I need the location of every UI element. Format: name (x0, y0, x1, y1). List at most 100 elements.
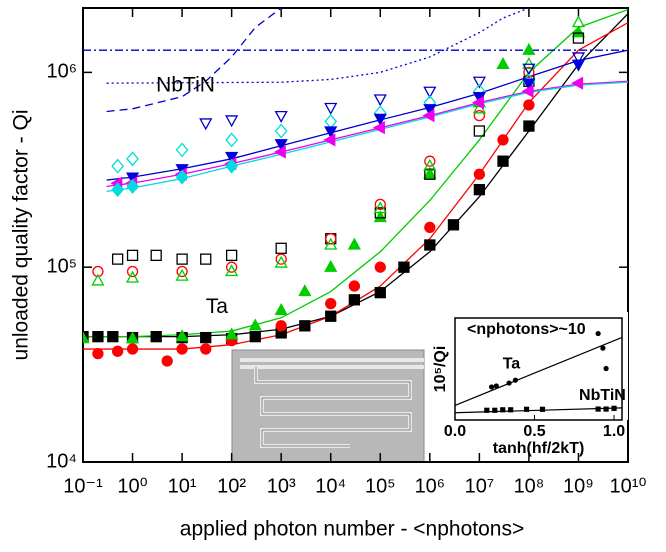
data-point (484, 407, 490, 413)
data-point (488, 384, 495, 390)
fit-line (106, 49, 628, 181)
data-point (225, 151, 239, 164)
data-point (274, 303, 288, 316)
data-point (497, 155, 509, 167)
data-point (398, 261, 410, 273)
data-point (473, 125, 486, 137)
inset-frame (454, 317, 623, 421)
data-point (92, 347, 104, 360)
data-point (225, 327, 239, 340)
fit-line (106, 80, 628, 187)
data-point (225, 115, 239, 128)
data-point (522, 42, 536, 55)
data-point (424, 221, 436, 234)
data-point (325, 297, 337, 310)
data-point (125, 270, 140, 283)
inset-annotation: Ta (503, 355, 521, 372)
x-tick-label: 10⁰ (117, 475, 147, 497)
data-point (324, 259, 338, 272)
data-point (374, 287, 386, 299)
data-point (611, 405, 617, 411)
inset-fit-line (454, 407, 623, 414)
data-point (111, 158, 124, 174)
x-tick-label: 10⁻¹ (63, 475, 103, 497)
data-point (595, 330, 601, 337)
data-point (373, 201, 387, 214)
data-point (225, 249, 238, 262)
fit-line (83, 8, 628, 338)
data-point (506, 380, 512, 386)
data-point (323, 133, 336, 147)
data-point (447, 219, 460, 231)
x-tick-label: 10⁸ (514, 475, 545, 497)
data-point (200, 253, 212, 265)
data-point (274, 255, 288, 268)
device-photo (231, 349, 425, 463)
data-point (175, 142, 189, 158)
inset-background (452, 312, 628, 420)
data-point (348, 280, 361, 292)
data-point (126, 249, 139, 262)
data-point (523, 99, 535, 111)
data-point (126, 343, 139, 355)
data-point (374, 198, 386, 211)
data-point (176, 343, 188, 355)
data-point (200, 343, 212, 355)
data-point (200, 331, 212, 344)
data-point (473, 109, 486, 122)
data-point (472, 95, 485, 110)
y-tick-label: 10⁶ (47, 61, 77, 83)
data-point (374, 261, 386, 273)
data-point (424, 168, 436, 180)
data-point (324, 102, 338, 115)
data-point (523, 406, 530, 412)
data-point (126, 178, 139, 194)
inset-fit-line (454, 336, 623, 406)
data-point (500, 407, 506, 413)
y-axis-label: unloaded quality factor - Qi (10, 110, 33, 361)
data-point (571, 25, 586, 38)
data-point (324, 113, 338, 129)
data-point (373, 94, 387, 107)
data-point (423, 158, 437, 171)
data-point (324, 126, 338, 139)
y-tick-label: 10⁴ (46, 450, 77, 472)
data-point (347, 237, 361, 250)
data-point (176, 265, 188, 278)
data-point (373, 210, 387, 223)
fit-line (106, 81, 628, 193)
x-tick-label: 10⁶ (415, 475, 445, 497)
data-point (496, 56, 510, 69)
data-point (497, 134, 509, 146)
data-point (275, 253, 287, 265)
x-tick-label: 10¹ (168, 475, 197, 497)
data-point (325, 310, 337, 322)
data-point (175, 268, 189, 281)
data-point (107, 330, 119, 343)
data-point (248, 318, 262, 331)
data-point (125, 331, 140, 344)
data-point (424, 239, 436, 251)
data-point (225, 261, 238, 273)
data-point (126, 151, 139, 167)
fit-lines (83, 8, 628, 350)
data-point (176, 253, 188, 265)
data-point (492, 407, 498, 413)
data-point (92, 265, 104, 278)
data-point (83, 331, 90, 344)
data-point (150, 330, 162, 343)
data-point (571, 76, 584, 90)
data-point (521, 84, 534, 98)
data-point (423, 86, 437, 99)
x-tick-label: 10³ (267, 475, 296, 497)
data-point (512, 377, 519, 383)
data-point (523, 120, 535, 132)
x-axis-label: applied photon number - <nphotons> (180, 518, 524, 541)
inset-x-tick-label: 0.5 (523, 423, 545, 440)
data-point (324, 237, 338, 250)
data-point (175, 329, 189, 342)
data-point (92, 330, 104, 343)
data-point (298, 284, 312, 297)
data-point (473, 168, 486, 180)
